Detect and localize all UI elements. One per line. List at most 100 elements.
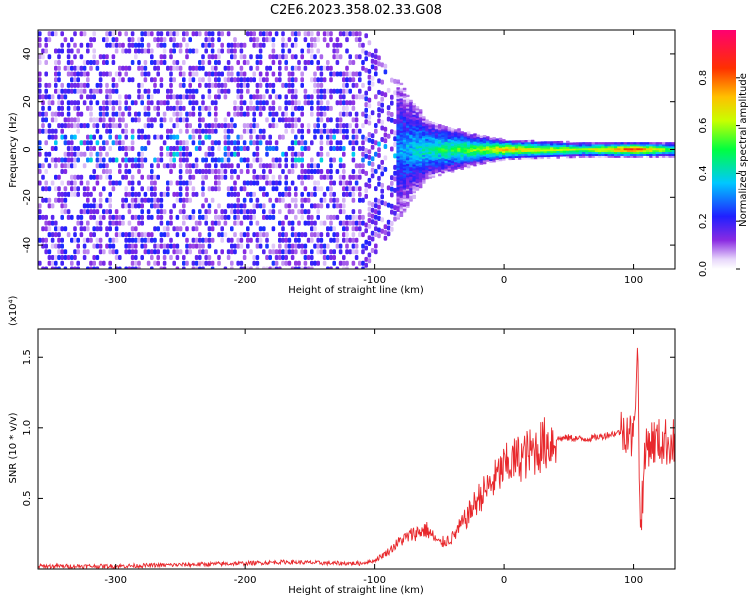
heatmap-cell bbox=[418, 147, 423, 150]
heatmap-cell bbox=[239, 77, 244, 83]
heatmap-cell bbox=[466, 142, 471, 146]
heatmap-cell bbox=[194, 226, 199, 232]
heatmap-cell bbox=[105, 100, 109, 106]
heatmap-cell bbox=[422, 148, 426, 152]
heatmap-cell bbox=[524, 151, 528, 154]
heatmap-cell bbox=[598, 151, 602, 154]
heatmap-cell bbox=[47, 54, 52, 60]
heatmap-cell bbox=[182, 180, 186, 186]
heatmap-cell bbox=[364, 33, 368, 39]
heatmap-cell bbox=[406, 94, 410, 98]
heatmap-cell bbox=[406, 178, 410, 182]
heatmap-cell bbox=[207, 232, 212, 238]
heatmap-cell bbox=[108, 260, 112, 266]
heatmap-cell bbox=[252, 105, 256, 111]
heatmap-cell bbox=[582, 144, 586, 147]
heatmap-cell bbox=[204, 249, 208, 255]
heatmap-cell bbox=[236, 220, 240, 226]
heatmap-cell bbox=[402, 160, 407, 163]
heatmap-cell bbox=[182, 82, 186, 88]
heatmap-cell bbox=[89, 37, 93, 43]
heatmap-cell bbox=[425, 171, 429, 174]
heatmap-cell bbox=[262, 174, 266, 180]
heatmap-cell bbox=[140, 186, 144, 192]
heatmap-cell bbox=[470, 140, 474, 143]
heatmap-cell bbox=[210, 260, 215, 266]
heatmap-cell bbox=[76, 111, 80, 117]
heatmap-cell bbox=[182, 209, 186, 215]
heatmap-cell bbox=[342, 197, 346, 203]
heatmap-cell bbox=[514, 155, 519, 158]
heatmap-cell bbox=[258, 203, 263, 209]
heatmap-cell bbox=[159, 42, 164, 48]
heatmap-cell bbox=[95, 117, 100, 123]
heatmap-cell bbox=[294, 77, 298, 83]
heatmap-cell bbox=[550, 145, 554, 148]
heatmap-cell bbox=[402, 139, 407, 142]
heatmap-cell bbox=[134, 232, 138, 238]
heatmap-cell bbox=[380, 159, 384, 165]
heatmap-cell bbox=[345, 180, 349, 186]
heatmap-cell bbox=[265, 71, 269, 77]
heatmap-cell bbox=[82, 31, 87, 37]
heatmap-cell bbox=[361, 42, 365, 48]
heatmap-cell bbox=[204, 220, 208, 226]
heatmap-cell bbox=[166, 191, 170, 197]
heatmap-cell bbox=[233, 100, 237, 106]
heatmap-cell bbox=[153, 88, 157, 94]
heatmap-cell bbox=[402, 106, 407, 110]
heatmap-cell bbox=[438, 141, 442, 144]
heatmap-cell bbox=[54, 243, 58, 249]
heatmap-cell bbox=[322, 128, 327, 134]
heatmap-cell bbox=[198, 60, 202, 65]
heatmap-cell bbox=[473, 135, 477, 138]
heatmap-cell bbox=[662, 153, 666, 156]
heatmap-cell bbox=[66, 163, 71, 169]
heatmap-cell bbox=[194, 48, 199, 54]
heatmap-cell bbox=[418, 143, 423, 147]
heatmap-cell bbox=[310, 48, 314, 54]
heatmap-cell bbox=[210, 140, 215, 146]
heatmap-cell bbox=[172, 65, 176, 71]
heatmap-cell bbox=[54, 140, 58, 146]
heatmap-cell bbox=[556, 154, 560, 157]
heatmap-cell bbox=[390, 94, 394, 100]
heatmap-cell bbox=[201, 180, 205, 186]
colorbar-tick-label: 0.8 bbox=[698, 70, 709, 86]
heatmap-cell bbox=[252, 31, 256, 37]
heatmap-cell bbox=[598, 149, 602, 153]
heatmap-cell bbox=[316, 31, 320, 37]
heatmap-cell bbox=[614, 149, 618, 153]
heatmap-cell bbox=[441, 132, 445, 136]
heatmap-cell bbox=[306, 220, 311, 226]
heatmap-cell bbox=[294, 134, 298, 140]
heatmap-cell bbox=[412, 158, 416, 161]
heatmap-cell bbox=[207, 186, 212, 192]
heatmap-cell bbox=[402, 187, 407, 190]
heatmap-cell bbox=[153, 82, 157, 88]
heatmap-cell bbox=[204, 71, 208, 77]
heatmap-cell bbox=[118, 111, 122, 117]
heatmap-cell bbox=[406, 201, 410, 205]
heatmap-cell bbox=[108, 203, 112, 209]
heatmap-cell bbox=[431, 146, 436, 150]
heatmap-cell bbox=[454, 163, 458, 166]
heatmap-cell bbox=[236, 42, 240, 48]
heatmap-cell bbox=[281, 220, 285, 226]
heatmap-cell bbox=[287, 249, 292, 255]
heatmap-cell bbox=[252, 37, 256, 43]
heatmap-cell bbox=[230, 151, 234, 157]
heatmap-cell bbox=[671, 145, 675, 149]
heatmap-cell bbox=[201, 243, 205, 249]
heatmap-cell bbox=[367, 86, 372, 92]
heatmap-cell bbox=[409, 138, 413, 141]
heatmap-cell bbox=[111, 140, 116, 146]
heatmap-cell bbox=[486, 144, 490, 147]
heatmap-cell bbox=[153, 226, 157, 232]
heatmap-cell bbox=[431, 173, 436, 176]
heatmap-cell bbox=[54, 220, 58, 226]
heatmap-cell bbox=[57, 48, 61, 54]
heatmap-cell bbox=[86, 146, 90, 151]
heatmap-cell bbox=[169, 151, 173, 157]
heatmap-cell bbox=[409, 134, 413, 137]
